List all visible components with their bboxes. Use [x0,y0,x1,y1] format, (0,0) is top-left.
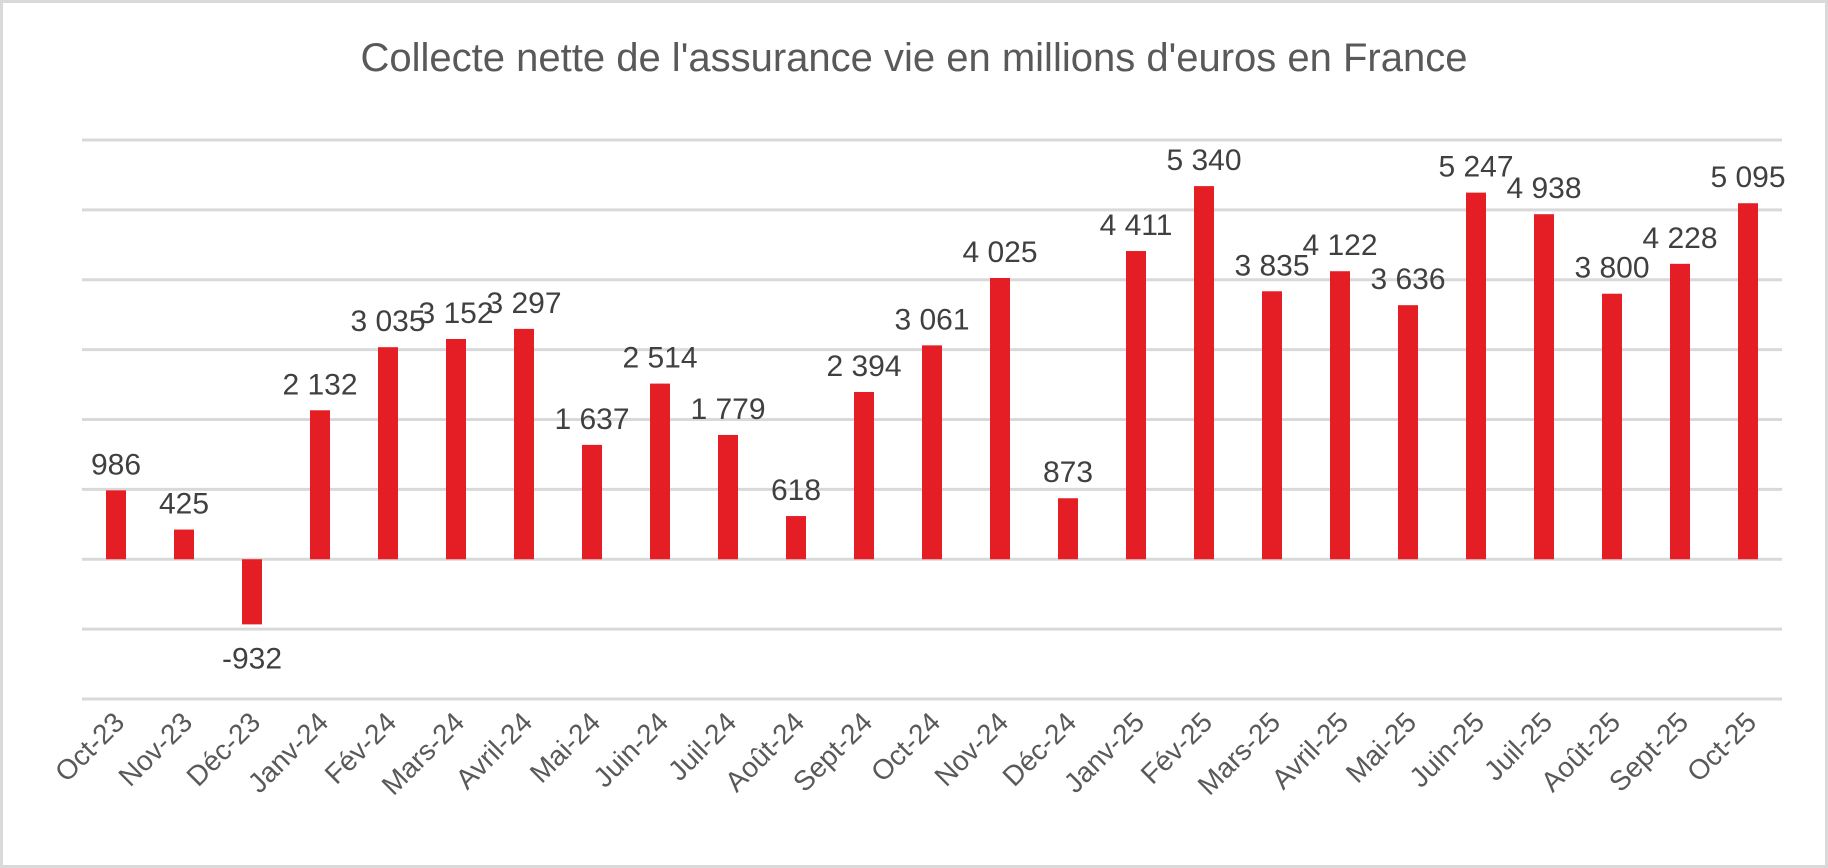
data-label: 3 800 [1574,252,1649,285]
data-label: 4 025 [962,236,1037,269]
bar-Oct-24 [922,345,942,560]
data-label: 1 779 [690,393,765,426]
data-label: 2 514 [622,342,697,375]
bar-Nov-23 [174,529,194,560]
data-label: 986 [91,448,141,481]
bar-Mars-25 [1262,291,1282,560]
data-label: 618 [771,474,821,507]
x-tick-label: Juin-25 [1403,706,1490,793]
data-label: 5 340 [1166,144,1241,177]
data-label: 4 411 [1100,209,1173,242]
bar-Fév-24 [378,347,398,560]
data-label: 3 061 [894,303,969,336]
data-label: 3 835 [1234,249,1309,282]
bar-Nov-24 [990,278,1010,560]
x-tick-label: Nov-24 [928,706,1014,792]
x-tick-label: Juin-24 [587,706,674,793]
bar-Sept-25 [1670,263,1690,560]
bar-Mars-24 [446,339,466,560]
bar-Juil-25 [1534,214,1554,560]
bar-Oct-25 [1738,203,1758,560]
bar-Janv-24 [310,410,330,560]
data-label: 3 297 [486,287,561,320]
bar-Juin-25 [1466,192,1486,560]
data-label: 3 152 [418,297,493,330]
bar-Mai-25 [1398,305,1418,560]
data-label: 5 247 [1438,151,1513,184]
bar-Avril-24 [514,328,534,560]
data-label: 873 [1043,456,1093,489]
data-label: 2 132 [282,368,357,401]
bar-Déc-23 [242,559,262,625]
data-label: 4 122 [1302,229,1377,262]
bar-Juin-24 [650,383,670,560]
x-tick-label: Oct-25 [1681,706,1762,787]
data-label: 4 228 [1642,222,1717,255]
chart-title: Collecte nette de l'assurance vie en mil… [360,36,1468,80]
data-label: 2 394 [826,350,901,383]
bar-Fév-25 [1194,186,1214,560]
bar-Déc-24 [1058,498,1078,560]
data-label: 5 095 [1710,161,1785,194]
bar-Juil-24 [718,434,738,560]
data-label: 425 [159,488,209,521]
bar-Août-25 [1602,293,1622,560]
data-label: 3 035 [350,305,425,338]
bar-Août-24 [786,516,806,560]
bar-Janv-25 [1126,251,1146,560]
data-label: -932 [222,642,282,675]
x-tick-label: Avril-24 [450,706,539,795]
data-label: 1 637 [554,403,629,436]
bar-Avril-25 [1330,271,1350,560]
x-tick-label: Avril-25 [1266,706,1355,795]
bar-Oct-23 [106,490,126,560]
data-label: 3 636 [1370,263,1445,296]
x-tick-label: Nov-23 [112,706,198,792]
bar-Mai-24 [582,444,602,560]
bar-Sept-24 [854,391,874,560]
data-label: 4 938 [1506,172,1581,205]
